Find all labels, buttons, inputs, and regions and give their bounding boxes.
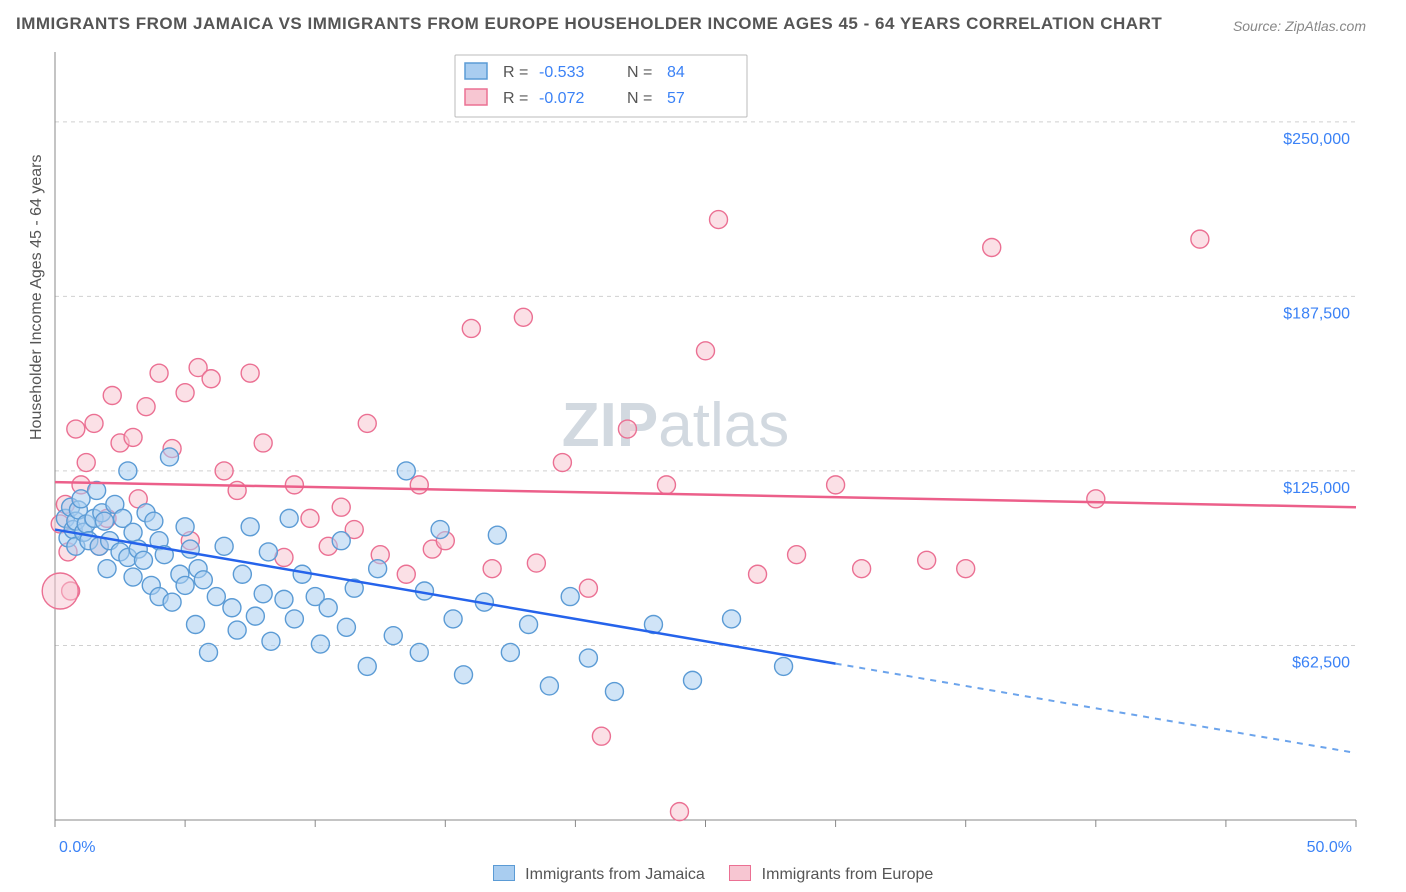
svg-text:50.0%: 50.0%	[1307, 839, 1352, 856]
legend-label-jamaica: Immigrants from Jamaica	[525, 866, 705, 883]
svg-text:$250,000: $250,000	[1283, 131, 1350, 148]
svg-text:$125,000: $125,000	[1283, 480, 1350, 497]
chart-source: Source: ZipAtlas.com	[1233, 18, 1366, 34]
svg-text:R =: R =	[503, 64, 528, 81]
svg-text:57: 57	[667, 90, 685, 107]
svg-text:-0.072: -0.072	[539, 90, 584, 107]
correlation-chart: IMMIGRANTS FROM JAMAICA VS IMMIGRANTS FR…	[0, 0, 1406, 892]
svg-text:N =: N =	[627, 90, 652, 107]
legend-swatch-jamaica	[493, 865, 515, 881]
plot-svg: $62,500 $125,000 $187,500 $250,000 ZIPatlas 0…	[0, 0, 1406, 870]
svg-text:$187,500: $187,500	[1283, 305, 1350, 322]
chart-title: IMMIGRANTS FROM JAMAICA VS IMMIGRANTS FR…	[16, 14, 1162, 34]
svg-text:$62,500: $62,500	[1292, 654, 1350, 671]
legend-label-europe: Immigrants from Europe	[762, 866, 934, 883]
svg-text:N =: N =	[627, 64, 652, 81]
svg-text:84: 84	[667, 64, 685, 81]
svg-text:-0.533: -0.533	[539, 64, 584, 81]
legend-swatch-europe	[729, 865, 751, 881]
svg-text:ZIPatlas: ZIPatlas	[562, 391, 789, 460]
svg-text:R =: R =	[503, 90, 528, 107]
bottom-legend: Immigrants from Jamaica Immigrants from …	[0, 865, 1406, 884]
svg-text:0.0%: 0.0%	[59, 839, 95, 856]
y-axis-label: Householder Income Ages 45 - 64 years	[28, 155, 46, 441]
